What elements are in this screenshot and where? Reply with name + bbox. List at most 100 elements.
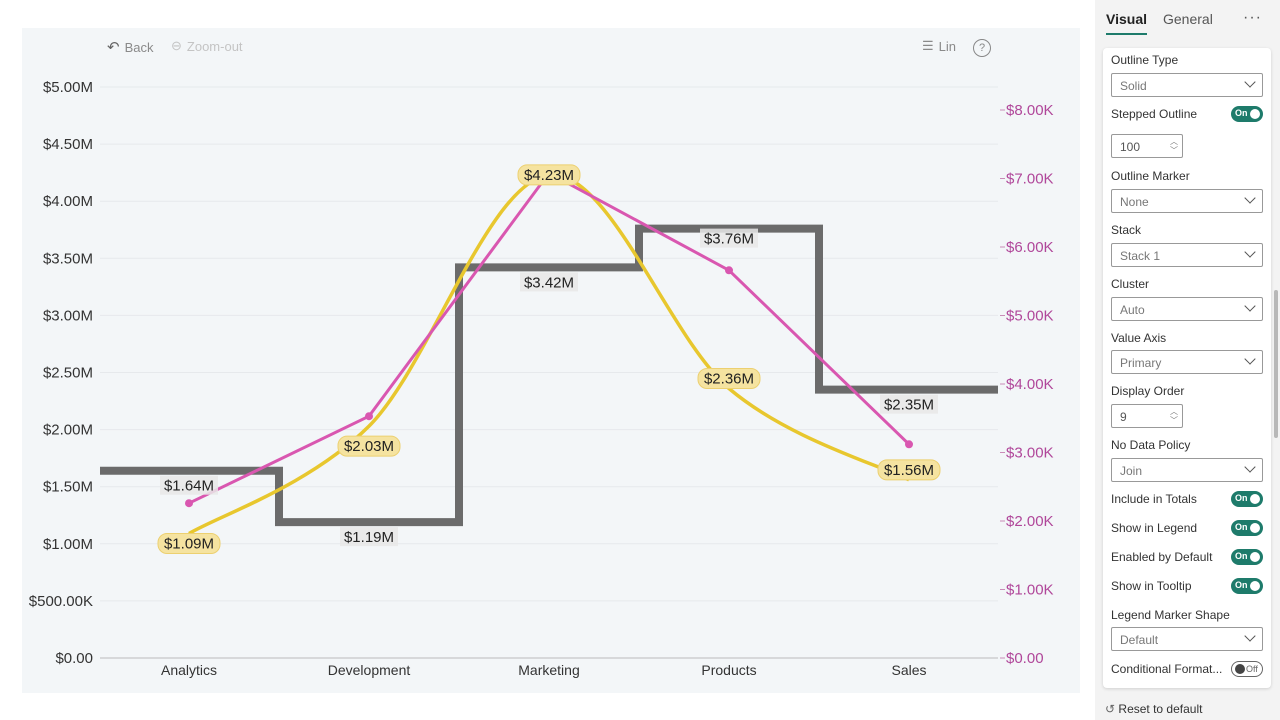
x-tick-label: Marketing — [518, 662, 579, 678]
stack-label: Stack — [1111, 223, 1142, 237]
outline-marker-value: None — [1120, 195, 1149, 209]
list-icon: ☰ — [922, 38, 934, 53]
y-left-tick-label: $0.00 — [55, 650, 93, 667]
stepped-data-label: $1.19M — [344, 529, 394, 546]
reset-label: Reset to default — [1118, 702, 1203, 716]
stack-value: Stack 1 — [1120, 249, 1161, 263]
y-left-tick-label: $3.00M — [43, 307, 93, 324]
zoom-out-button[interactable]: ⊖ Zoom-out — [171, 38, 243, 54]
y-right-tick-label: $8.00K — [1006, 102, 1054, 119]
y-left-tick-label: $500.00K — [29, 593, 93, 610]
chart-background — [22, 28, 1080, 693]
stepped-data-label: $3.42M — [524, 274, 574, 291]
y-right-tick-label: $0.00 — [1006, 650, 1044, 667]
y-right-tick-label: $7.00K — [1006, 171, 1054, 188]
y-left-tick-label: $1.00M — [43, 536, 93, 553]
chart-area: $0.00 $500.00K $1.00M $1.50M $2.00M $2.50M $3.… — [22, 28, 1080, 693]
y-right-tick-label: $6.00K — [1006, 239, 1054, 256]
secondary-series-line — [188, 171, 911, 505]
outline-marker-dropdown[interactable]: None — [1111, 189, 1263, 213]
format-panel: Visual General ··· Outline Type Solid St… — [1095, 0, 1280, 720]
reset-icon: ↺ — [1105, 702, 1116, 716]
cluster-dropdown[interactable]: Auto — [1111, 297, 1263, 321]
stepped-data-label: $2.35M — [884, 397, 934, 414]
x-tick-label: Analytics — [161, 662, 217, 678]
scale-toggle-button[interactable]: ☰ Lin — [922, 38, 956, 54]
stepped-value-stepper[interactable]: 100 ︿ ﹀ — [1111, 134, 1183, 158]
y-left-tick-label: $2.00M — [43, 422, 93, 439]
reset-to-default-button[interactable]: ↺ Reset to default — [1105, 702, 1202, 716]
outline-type-dropdown[interactable]: Solid — [1111, 73, 1263, 97]
x-tick-label: Sales — [891, 662, 926, 678]
tab-general[interactable]: General — [1163, 11, 1213, 27]
stepped-label-bg — [880, 394, 938, 414]
scale-label: Lin — [938, 38, 957, 54]
smooth-data-label: $2.36M — [704, 370, 754, 387]
enabled-by-default-toggle[interactable]: On — [1231, 549, 1263, 565]
y-left-tick-label: $1.50M — [43, 479, 93, 496]
show-in-legend-label: Show in Legend — [1111, 521, 1198, 535]
panel-scrollbar[interactable] — [1274, 290, 1278, 438]
chevron-down-icon[interactable]: ﹀ — [1170, 146, 1178, 155]
cluster-label: Cluster — [1111, 277, 1150, 291]
smooth-data-label: $2.03M — [344, 438, 394, 455]
y-left-tick-label: $5.00M — [43, 79, 93, 96]
smooth-label-bg — [697, 367, 761, 389]
tab-visual[interactable]: Visual — [1106, 11, 1147, 35]
y-left-tick-label: $3.50M — [43, 250, 93, 267]
chevron-down-icon — [1244, 300, 1256, 312]
more-options-icon[interactable]: ··· — [1243, 9, 1262, 26]
smooth-label-bg — [877, 459, 941, 481]
zoom-out-icon: ⊖ — [171, 38, 182, 53]
x-tick-label: Products — [701, 662, 756, 678]
outline-type-label: Outline Type — [1111, 53, 1179, 67]
chevron-down-icon — [1244, 192, 1256, 204]
value-axis-label: Value Axis — [1111, 331, 1167, 345]
no-data-policy-value: Join — [1120, 464, 1143, 478]
outline-marker-label: Outline Marker — [1111, 169, 1190, 183]
chevron-down-icon — [1244, 353, 1256, 365]
chevron-down-icon — [1244, 76, 1256, 88]
combo-chart: $0.00 $500.00K $1.00M $1.50M $2.00M $2.50M $3.… — [29, 79, 1054, 678]
include-in-totals-label: Include in Totals — [1111, 492, 1197, 506]
back-arrow-icon: ↶ — [107, 39, 120, 56]
show-in-tooltip-toggle[interactable]: On — [1231, 578, 1263, 594]
y-right-tick-label: $5.00K — [1006, 308, 1054, 325]
stepped-label-bg — [700, 228, 758, 248]
help-icon[interactable]: ? — [973, 39, 991, 57]
stepped-label-bg — [340, 527, 398, 547]
stepped-outline-toggle[interactable]: On — [1231, 106, 1263, 122]
value-axis-dropdown[interactable]: Primary — [1111, 350, 1263, 374]
conditional-format-label: Conditional Format... — [1111, 662, 1223, 676]
smooth-data-label: $4.23M — [524, 167, 574, 184]
show-in-tooltip-label: Show in Tooltip — [1111, 579, 1192, 593]
stepped-label-bg — [160, 475, 218, 495]
chevron-down-icon — [1244, 246, 1256, 258]
smooth-label-bg — [517, 164, 581, 186]
include-in-totals-toggle[interactable]: On — [1231, 491, 1263, 507]
chevron-down-icon — [1244, 630, 1256, 642]
show-in-legend-toggle[interactable]: On — [1231, 520, 1263, 536]
stack-dropdown[interactable]: Stack 1 — [1111, 243, 1263, 267]
legend-marker-shape-dropdown[interactable]: Default — [1111, 627, 1263, 651]
display-order-stepper[interactable]: 9 ︿ ﹀ — [1111, 404, 1183, 428]
smooth-label-bg — [157, 533, 221, 555]
value-axis-value: Primary — [1120, 356, 1162, 370]
conditional-format-toggle[interactable]: Off — [1231, 661, 1263, 677]
y-right-tick-label: $3.00K — [1006, 445, 1054, 462]
smooth-data-label: $1.56M — [884, 462, 934, 479]
chevron-down-icon — [1244, 461, 1256, 473]
back-button[interactable]: ↶ Back — [107, 38, 153, 56]
stepped-outline-label: Stepped Outline — [1111, 107, 1198, 121]
series-settings-card: Outline Type Solid Stepped Outline On 10… — [1103, 48, 1271, 688]
chevron-up-icon[interactable]: ︿ — [1170, 407, 1178, 416]
back-label: Back — [124, 39, 154, 55]
stepped-label-bg — [520, 272, 578, 292]
no-data-policy-dropdown[interactable]: Join — [1111, 458, 1263, 482]
x-tick-label: Development — [328, 662, 411, 678]
smooth-label-bg — [337, 435, 401, 457]
y-right-tick-label: $4.00K — [1006, 376, 1054, 393]
smooth-data-label: $1.09M — [164, 536, 214, 553]
chevron-up-icon[interactable]: ︿ — [1170, 137, 1178, 146]
chevron-down-icon[interactable]: ﹀ — [1170, 416, 1178, 425]
